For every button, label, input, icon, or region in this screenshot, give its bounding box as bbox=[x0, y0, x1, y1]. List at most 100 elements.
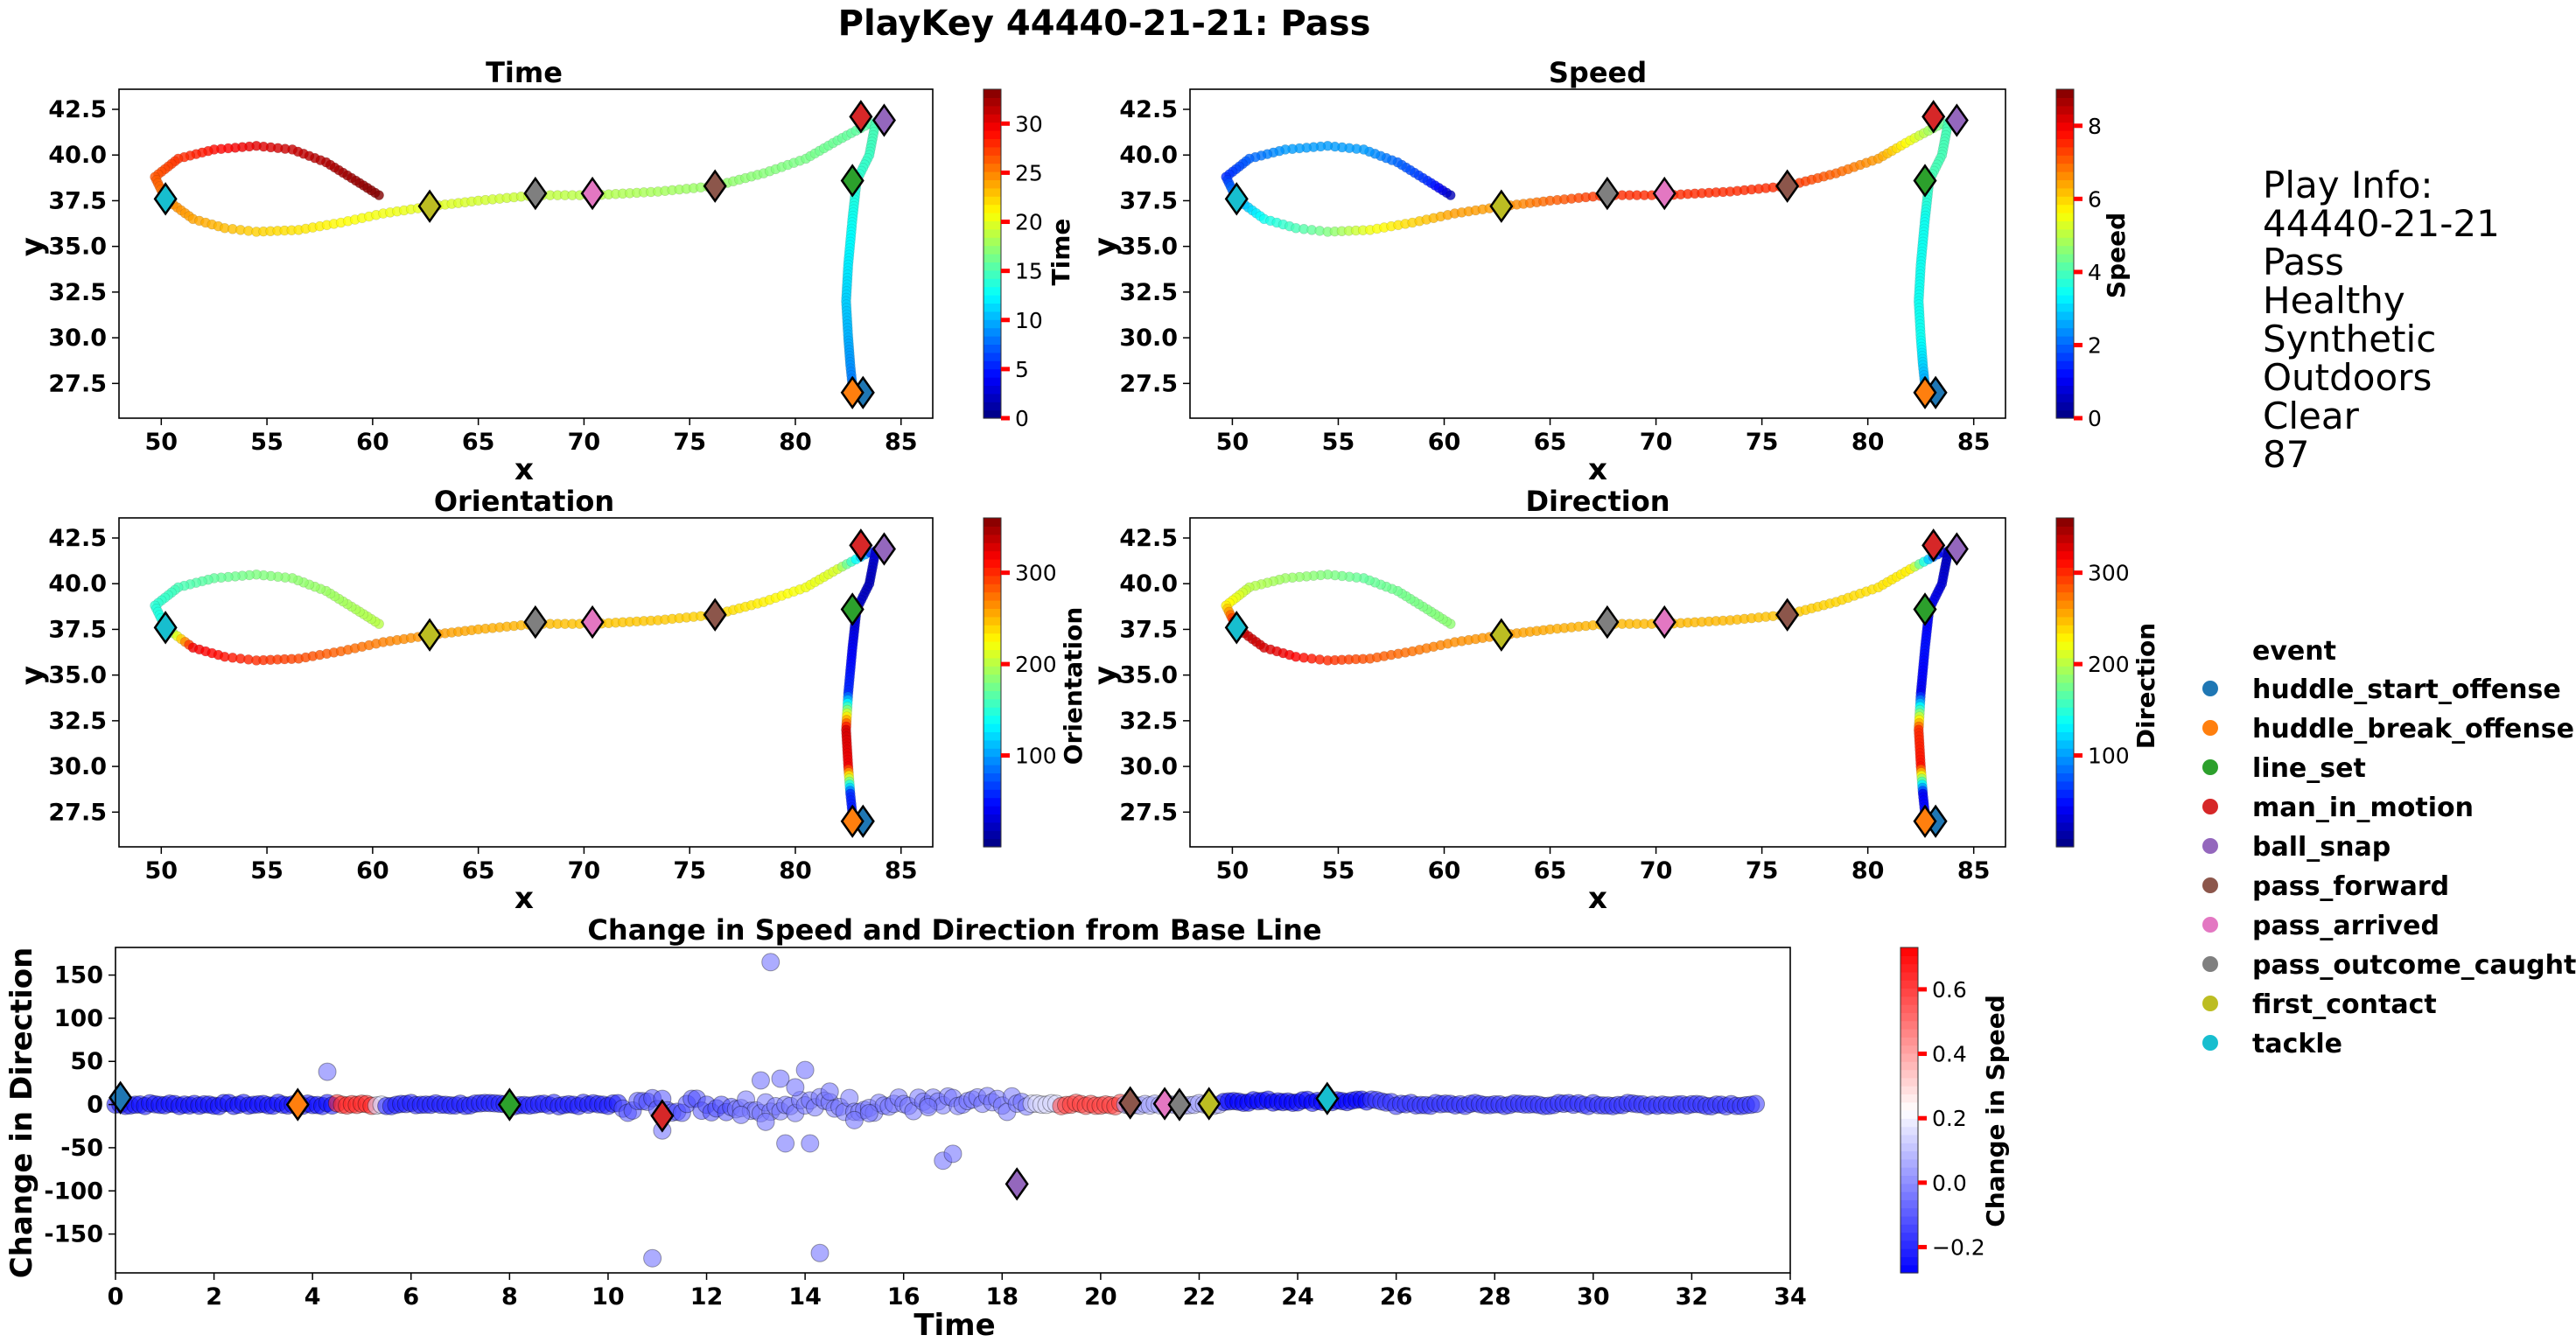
colorbar-segment bbox=[984, 402, 1001, 411]
y-axis-label: y bbox=[1088, 666, 1123, 685]
y-tick-label: 35.0 bbox=[48, 662, 107, 689]
colorbar-segment bbox=[1900, 1248, 1918, 1257]
colorbar-segment bbox=[1900, 1052, 1918, 1062]
play-info-text: Play Info: 44440-21-21 Pass Healthy Synt… bbox=[2263, 164, 2500, 476]
legend-label: huddle_start_offense bbox=[2252, 674, 2561, 705]
play-info-line: 44440-21-21 bbox=[2263, 202, 2500, 245]
y-tick-label: 32.5 bbox=[1119, 708, 1178, 735]
plot-frame bbox=[1189, 88, 2006, 419]
orientation-plot: Orientation x y Orientation 50 55 60 65 70 75… bbox=[15, 485, 1088, 916]
y-tick-label: 42.5 bbox=[48, 525, 107, 552]
event-marker bbox=[1152, 1087, 1177, 1121]
legend-marker bbox=[2202, 996, 2218, 1011]
colorbar-segment bbox=[984, 146, 1001, 156]
legend-label: pass_arrived bbox=[2252, 911, 2440, 941]
play-info-line: Outdoors bbox=[2263, 356, 2432, 399]
play-info-line: Play Info: bbox=[2263, 164, 2433, 206]
colorbar-segment bbox=[1900, 1264, 1918, 1274]
colorbar-segment bbox=[984, 739, 1001, 749]
colorbar-segment bbox=[984, 616, 1001, 626]
colorbar-segment bbox=[2056, 278, 2074, 288]
colorbar-tick-label: 100 bbox=[2088, 744, 2130, 769]
colorbar-segment bbox=[2056, 187, 2074, 197]
colorbar-segment bbox=[1900, 1110, 1918, 1119]
y-tick-label: 32.5 bbox=[48, 279, 107, 306]
y-tick-label: 27.5 bbox=[48, 799, 107, 826]
colorbar-segment bbox=[984, 385, 1001, 395]
colorbar-segment bbox=[2056, 542, 2074, 552]
colorbar-segment bbox=[2056, 360, 2074, 370]
colorbar-segment bbox=[984, 360, 1001, 370]
colorbar-segment bbox=[2056, 336, 2074, 345]
event-marker bbox=[1913, 375, 1937, 409]
colorbar-segment bbox=[1900, 1134, 1918, 1143]
x-tick-label: 60 bbox=[356, 429, 389, 456]
x-tick-label: 6 bbox=[402, 1283, 419, 1311]
colorbar-segment bbox=[2056, 130, 2074, 139]
event-marker bbox=[872, 103, 896, 137]
colorbar-segment bbox=[984, 163, 1001, 172]
colorbar-frame bbox=[983, 517, 1002, 848]
x-tick-label: 75 bbox=[673, 429, 706, 456]
colorbar-segment bbox=[1900, 1183, 1918, 1192]
colorbar-segment bbox=[984, 97, 1001, 107]
colorbar-tick-label: 20 bbox=[1015, 210, 1043, 235]
colorbar-segment bbox=[984, 138, 1001, 148]
colorbar-segment bbox=[984, 698, 1001, 708]
colorbar-segment bbox=[1900, 1012, 1918, 1022]
colorbar-segment bbox=[984, 204, 1001, 213]
colorbar-segment bbox=[2056, 550, 2074, 560]
colorbar-segment bbox=[984, 666, 1001, 675]
colorbar-segment bbox=[2056, 327, 2074, 337]
event-marker bbox=[1595, 176, 1620, 211]
colorbar-segment bbox=[2056, 155, 2074, 164]
event-marker bbox=[580, 605, 605, 640]
x-tick-label: 26 bbox=[1380, 1283, 1413, 1311]
colorbar-segment bbox=[984, 584, 1001, 593]
colorbar-segment bbox=[1900, 988, 1918, 997]
colorbar-segment bbox=[984, 542, 1001, 552]
event-marker bbox=[840, 375, 864, 409]
colorbar-segment bbox=[2056, 723, 2074, 732]
legend-item-tackle: tackle bbox=[2202, 1029, 2342, 1059]
colorbar-segment bbox=[2056, 567, 2074, 577]
colorbar-segment bbox=[1900, 1224, 1918, 1234]
colorbar-segment bbox=[2056, 707, 2074, 716]
y-tick-label: 35.0 bbox=[48, 234, 107, 261]
event-marker bbox=[1913, 164, 1937, 198]
event-marker bbox=[840, 592, 864, 626]
legend-marker bbox=[2202, 681, 2218, 696]
legend-item-pass-forward: pass_forward bbox=[2202, 871, 2449, 902]
y-tick-label: -100 bbox=[44, 1178, 103, 1205]
colorbar-segment bbox=[984, 352, 1001, 361]
x-tick-label: 2 bbox=[206, 1283, 222, 1311]
colorbar-segment bbox=[1900, 1192, 1918, 1200]
y-axis-label: Change in Direction bbox=[4, 947, 39, 1279]
change-point bbox=[751, 1071, 770, 1090]
colorbar-segment bbox=[1900, 996, 1918, 1005]
colorbar-segment bbox=[984, 196, 1001, 206]
y-tick-label: -150 bbox=[44, 1221, 103, 1248]
event-marker bbox=[153, 182, 178, 216]
colorbar-segment bbox=[2056, 756, 2074, 765]
colorbar-segment bbox=[2056, 344, 2074, 353]
colorbar-segment bbox=[2056, 526, 2074, 535]
colorbar-segment bbox=[2056, 838, 2074, 848]
colorbar-segment bbox=[984, 797, 1001, 807]
colorbar-segment bbox=[2056, 600, 2074, 609]
event-legend: event huddle_start_offense huddle_break_… bbox=[2202, 636, 2576, 1059]
colorbar-segment bbox=[984, 393, 1001, 402]
legend-marker bbox=[2202, 759, 2218, 775]
colorbar-tick-label: 15 bbox=[1015, 259, 1043, 284]
colorbar-segment bbox=[2056, 262, 2074, 271]
colorbar-segment bbox=[984, 550, 1001, 560]
colorbar-segment bbox=[1900, 1045, 1918, 1054]
colorbar-segment bbox=[1900, 1069, 1918, 1079]
x-tick-label: 50 bbox=[145, 857, 178, 884]
colorbar-segment bbox=[2056, 633, 2074, 642]
colorbar-frame bbox=[2055, 88, 2075, 419]
colorbar-segment bbox=[2056, 319, 2074, 329]
colorbar-segment bbox=[984, 262, 1001, 271]
event-marker bbox=[1922, 100, 1946, 134]
colorbar-segment bbox=[1900, 1029, 1918, 1038]
